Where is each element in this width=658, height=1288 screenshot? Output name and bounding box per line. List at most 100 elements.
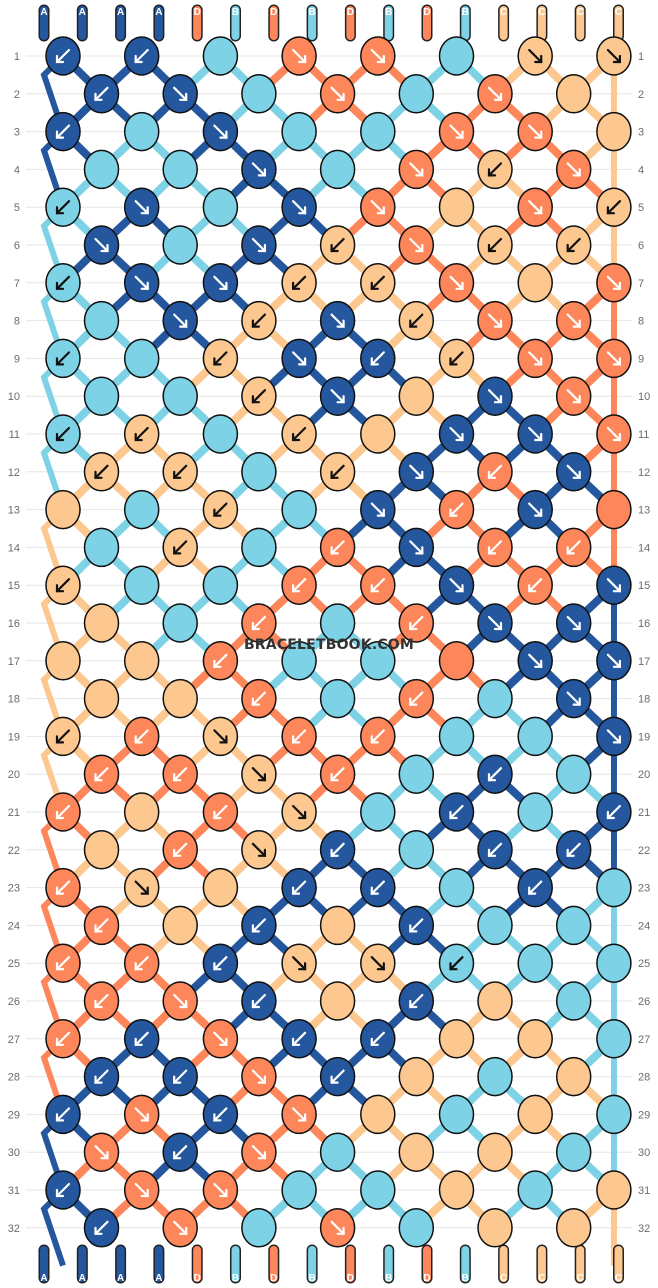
arrow-down-left-icon <box>251 918 266 933</box>
knot <box>596 187 632 227</box>
row-number-right: 5 <box>638 202 644 214</box>
row-number-left: 19 <box>8 731 20 743</box>
knot <box>241 754 277 794</box>
row-number-left: 21 <box>8 807 20 819</box>
knot-C <box>319 981 356 1021</box>
knot-C <box>477 981 513 1021</box>
arrow-head <box>251 999 260 1009</box>
knot <box>517 414 553 454</box>
row-number-left: 14 <box>8 542 20 554</box>
string-label: C <box>577 1273 584 1284</box>
string-label: A <box>40 1273 47 1284</box>
arrow-head <box>55 584 65 593</box>
knot-B <box>83 300 120 341</box>
arrow-down-left-icon <box>566 540 581 555</box>
knot <box>162 830 198 870</box>
knot <box>45 565 81 605</box>
arrow-head <box>179 999 188 1009</box>
knot <box>83 830 120 870</box>
knot <box>162 981 198 1021</box>
arrow-down-left-icon <box>251 615 266 631</box>
arrow-down-right-icon <box>370 48 385 64</box>
arrow-head <box>612 54 622 64</box>
knot <box>123 943 160 983</box>
arrow-down-right-icon <box>449 275 464 290</box>
arrow-down-left-icon <box>409 313 424 328</box>
row-number-left: 11 <box>9 429 20 441</box>
knot <box>281 565 317 605</box>
arrow-down-right-icon <box>134 1182 149 1198</box>
knot-B <box>360 641 396 681</box>
row-number-left: 13 <box>8 505 20 517</box>
string-label: D <box>347 7 354 18</box>
knot <box>477 1208 513 1248</box>
arrow-head <box>409 697 418 706</box>
row-number-left: 29 <box>8 1109 20 1121</box>
arrow-head <box>213 1113 222 1122</box>
knot-B <box>83 527 120 568</box>
arrow-down-left-icon <box>94 1069 109 1084</box>
knot-B <box>517 1170 553 1210</box>
arrow-head <box>94 470 103 479</box>
arrow-head <box>140 886 149 895</box>
string-label: B <box>232 1273 239 1284</box>
arrow-down-left-icon <box>487 540 503 555</box>
knot <box>241 452 277 492</box>
knot-B <box>477 905 513 946</box>
arrow-head <box>219 1037 228 1046</box>
arrow-head <box>55 206 65 215</box>
knot <box>477 300 513 341</box>
knot <box>477 603 513 643</box>
knot <box>83 754 120 794</box>
arrow-down-left-icon <box>55 729 71 744</box>
arrow-down-left-icon <box>55 804 71 820</box>
knot <box>596 1170 632 1210</box>
arrow-head <box>140 1188 149 1198</box>
arrow-head <box>493 319 503 328</box>
arrow-head <box>140 206 149 215</box>
row-number-left: 23 <box>8 883 20 895</box>
knot <box>517 36 553 76</box>
row-number-left: 7 <box>14 278 20 290</box>
arrow-down-left-icon <box>134 48 149 64</box>
arrow-head <box>94 1075 103 1084</box>
arrow-down-left-icon <box>370 1031 385 1046</box>
knot <box>45 338 81 379</box>
knot <box>438 36 475 76</box>
knot-C <box>398 376 435 416</box>
arrow-down-right-icon <box>173 1220 188 1235</box>
knot-B <box>477 1056 513 1097</box>
arrow-head <box>179 1226 188 1235</box>
arrow-down-right-icon <box>566 615 581 631</box>
string-label: B <box>308 7 315 18</box>
arrow-down-right-icon <box>566 389 581 404</box>
knot <box>123 263 160 303</box>
knot-B <box>398 1208 435 1248</box>
knot <box>123 489 160 530</box>
knot-B <box>123 111 160 152</box>
knot <box>123 187 160 227</box>
arrow-down-left-icon <box>94 464 109 479</box>
knot <box>83 1208 120 1248</box>
knot <box>438 867 475 908</box>
knot <box>281 716 317 757</box>
arrow-down-left-icon <box>55 1031 71 1046</box>
knot <box>555 603 592 643</box>
knot-B <box>241 527 277 568</box>
knot <box>438 338 475 379</box>
arrow-down-left-icon <box>528 578 543 593</box>
arrow-head <box>298 810 307 820</box>
arrow-down-right-icon <box>330 313 345 328</box>
knot <box>517 641 553 681</box>
arrow-down-left-icon <box>487 162 503 177</box>
knot <box>162 754 198 794</box>
knot <box>202 338 239 379</box>
arrow-down-right-icon <box>449 578 464 593</box>
knot <box>517 1094 553 1135</box>
arrow-down-left-icon <box>134 1031 149 1046</box>
knot <box>319 678 356 719</box>
string-label: C <box>577 7 584 18</box>
string-label: D <box>194 7 201 18</box>
